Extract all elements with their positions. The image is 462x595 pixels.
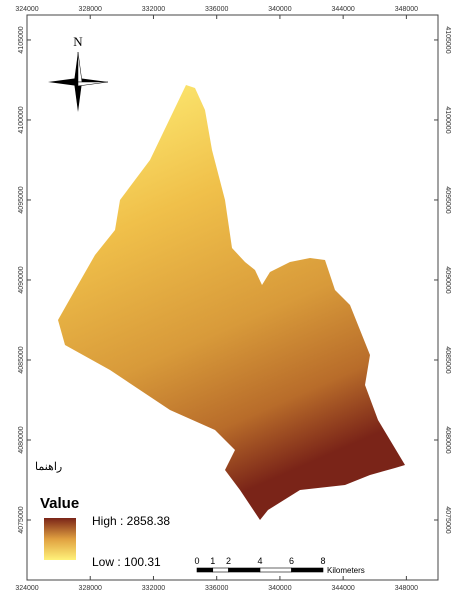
scale-label: 0 — [194, 556, 199, 566]
x-tick-label: 344000 — [331, 585, 354, 592]
x-tick-label: 328000 — [79, 6, 102, 13]
y-tick-label: 4085000 — [444, 346, 451, 373]
x-tick-label: 336000 — [205, 585, 228, 592]
scale-label: 1 — [210, 556, 215, 566]
scale-label: 4 — [257, 556, 262, 566]
watershed — [58, 85, 405, 520]
x-tick-label: 332000 — [142, 6, 165, 13]
scale-label: 8 — [320, 556, 325, 566]
y-tick-label: 4080000 — [18, 426, 25, 453]
scale-segment — [291, 567, 324, 573]
y-tick-label: 4085000 — [18, 346, 25, 373]
north-arrow: N — [48, 34, 109, 112]
y-tick-label: 4075000 — [444, 506, 451, 533]
scale-segment — [196, 567, 214, 573]
x-tick-label: 340000 — [268, 6, 291, 13]
x-tick-label: 332000 — [142, 585, 165, 592]
scale-segment — [228, 567, 261, 573]
legend-title: Value — [40, 495, 79, 512]
scale-segment — [212, 567, 229, 573]
x-tick-label: 348000 — [395, 585, 418, 592]
scale-segment — [259, 567, 292, 573]
x-tick-label: 328000 — [79, 585, 102, 592]
x-tick-label: 348000 — [395, 6, 418, 13]
scale-label: 2 — [226, 556, 231, 566]
scale-label: 6 — [289, 556, 294, 566]
y-tick-label: 4090000 — [18, 266, 25, 293]
legend-heading: راهنما — [35, 461, 62, 473]
y-tick-label: 4095000 — [18, 186, 25, 213]
x-tick-label: 336000 — [205, 6, 228, 13]
x-tick-label: 324000 — [15, 585, 38, 592]
y-tick-label: 4105000 — [18, 26, 25, 53]
north-label: N — [73, 34, 83, 49]
legend-ramp — [44, 518, 76, 560]
x-tick-label: 324000 — [15, 6, 38, 13]
x-tick-label: 340000 — [268, 585, 291, 592]
x-tick-label: 344000 — [331, 6, 354, 13]
y-tick-label: 4090000 — [444, 266, 451, 293]
y-tick-label: 4100000 — [18, 106, 25, 133]
legend-high: High : 2858.38 — [92, 514, 170, 528]
legend-low: Low : 100.31 — [92, 555, 161, 569]
y-tick-label: 4075000 — [18, 506, 25, 533]
y-tick-label: 4095000 — [444, 186, 451, 213]
y-tick-label: 4105000 — [444, 26, 451, 53]
y-tick-label: 4080000 — [444, 426, 451, 453]
y-tick-label: 4100000 — [444, 106, 451, 133]
scale-unit: Kilometers — [327, 566, 365, 575]
